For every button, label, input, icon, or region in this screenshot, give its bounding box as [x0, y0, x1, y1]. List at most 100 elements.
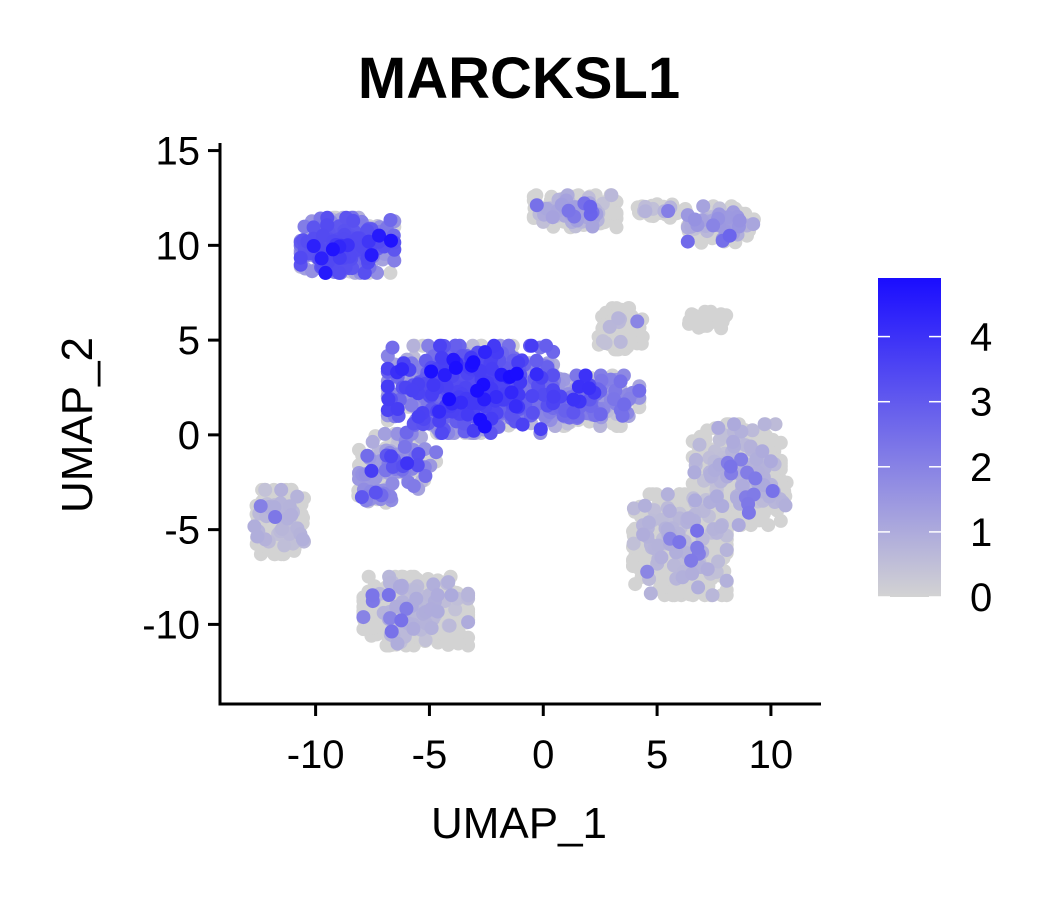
data-point [566, 392, 581, 407]
data-point [460, 407, 475, 422]
legend-tick-label: 0 [970, 576, 992, 620]
data-point [748, 471, 763, 486]
data-point [585, 219, 600, 234]
data-point [741, 505, 756, 520]
data-point [315, 228, 330, 243]
data-point [508, 399, 523, 414]
data-point [384, 449, 399, 464]
data-point [662, 504, 677, 518]
data-point [346, 213, 361, 228]
data-point [361, 569, 376, 584]
y-tick-label: -5 [164, 509, 200, 553]
data-point [384, 233, 398, 248]
data-point [709, 489, 724, 504]
data-point [654, 550, 669, 565]
data-point [385, 476, 400, 491]
data-point [383, 213, 398, 227]
data-point [418, 633, 433, 648]
data-point [250, 529, 265, 544]
data-point [433, 338, 447, 353]
data-point [368, 485, 383, 500]
data-point [613, 374, 628, 389]
data-point [645, 487, 660, 502]
data-point [624, 325, 639, 340]
data-point [394, 613, 409, 628]
y-tick-label: 0 [178, 414, 200, 458]
data-point [755, 444, 770, 459]
data-point [609, 220, 624, 235]
data-point [383, 265, 398, 280]
data-point [489, 390, 504, 404]
color-legend-bar [878, 278, 941, 597]
data-point [372, 228, 386, 243]
data-point [435, 426, 449, 440]
legend-tick-label: 1 [970, 511, 992, 555]
data-point [377, 426, 392, 441]
data-point [778, 498, 793, 513]
data-point [636, 527, 651, 542]
y-tick-label: 5 [178, 319, 200, 363]
data-point [598, 336, 613, 350]
data-point [529, 367, 544, 382]
data-point [410, 458, 425, 473]
x-tick-label: 10 [749, 733, 794, 777]
data-point [360, 448, 375, 463]
legend-tick-label: 4 [970, 316, 992, 360]
x-tick-label: 5 [646, 733, 668, 777]
data-point [295, 532, 310, 547]
data-point [274, 482, 289, 497]
data-point [477, 419, 492, 434]
data-point [640, 564, 655, 579]
data-point [432, 404, 447, 419]
data-point [437, 368, 452, 383]
data-point [364, 463, 379, 478]
data-point [465, 396, 480, 410]
data-point [593, 407, 608, 422]
data-point [409, 591, 424, 606]
data-point [448, 338, 463, 353]
x-axis-ticks: -10 -5 0 5 10 [287, 704, 793, 777]
data-point [253, 499, 268, 514]
data-point [354, 490, 369, 505]
data-point [641, 515, 656, 530]
data-point [711, 420, 726, 435]
data-point [719, 588, 734, 603]
data-point [691, 580, 706, 595]
data-point [757, 417, 772, 432]
data-point [268, 510, 283, 524]
data-point [688, 493, 703, 508]
data-point [385, 459, 400, 474]
data-point [735, 478, 750, 493]
data-point [364, 248, 379, 263]
data-point [325, 242, 340, 257]
data-point [533, 422, 548, 437]
data-point [604, 188, 619, 203]
y-tick-label: 10 [156, 224, 201, 268]
y-tick-label: 15 [156, 130, 201, 174]
data-point [405, 383, 420, 398]
data-point [539, 338, 554, 353]
data-point [390, 402, 405, 416]
data-point [763, 454, 778, 469]
data-point [711, 554, 726, 569]
data-point [384, 624, 399, 639]
data-point [684, 553, 699, 568]
data-point [381, 588, 396, 602]
data-point [385, 340, 400, 355]
legend-tick-label: 2 [970, 446, 992, 490]
data-point [434, 350, 449, 365]
data-point [768, 417, 783, 432]
data-point [661, 204, 676, 218]
data-point [746, 217, 761, 232]
data-point [732, 213, 747, 228]
data-point [421, 338, 436, 353]
data-point [690, 540, 705, 555]
data-point [654, 580, 669, 595]
data-point [719, 543, 734, 557]
data-point [381, 392, 396, 407]
data-point [368, 619, 383, 634]
data-point [700, 562, 715, 577]
y-axis-label: UMAP_2 [53, 337, 102, 513]
data-point [470, 383, 485, 398]
